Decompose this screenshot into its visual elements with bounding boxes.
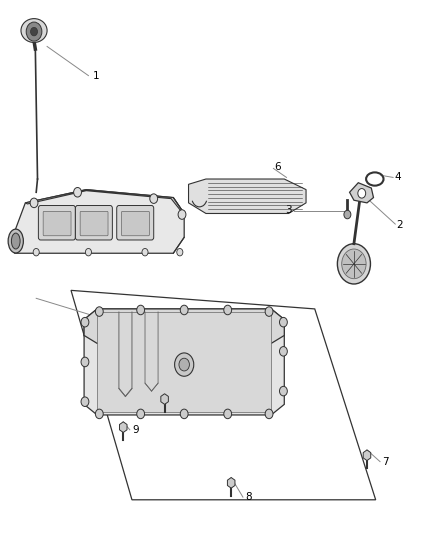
Circle shape <box>85 248 92 256</box>
Circle shape <box>337 244 371 284</box>
Circle shape <box>81 397 89 407</box>
Circle shape <box>265 409 273 419</box>
Circle shape <box>178 210 186 219</box>
Polygon shape <box>14 190 184 253</box>
Circle shape <box>279 317 287 327</box>
Circle shape <box>137 409 145 419</box>
FancyBboxPatch shape <box>80 212 108 236</box>
Circle shape <box>150 194 158 204</box>
Circle shape <box>95 409 103 419</box>
Text: 9: 9 <box>132 425 138 435</box>
FancyBboxPatch shape <box>43 212 71 236</box>
Circle shape <box>177 248 183 256</box>
Ellipse shape <box>11 233 20 249</box>
FancyBboxPatch shape <box>117 206 154 240</box>
Circle shape <box>137 305 145 315</box>
Circle shape <box>81 317 89 327</box>
Text: 3: 3 <box>286 205 292 215</box>
Text: 4: 4 <box>394 172 401 182</box>
Polygon shape <box>84 309 284 415</box>
Ellipse shape <box>21 19 47 43</box>
Circle shape <box>81 357 89 367</box>
Circle shape <box>179 358 189 371</box>
Polygon shape <box>350 183 374 203</box>
Circle shape <box>279 386 287 396</box>
Circle shape <box>33 248 39 256</box>
Circle shape <box>31 27 38 36</box>
FancyBboxPatch shape <box>75 206 113 240</box>
Circle shape <box>175 353 194 376</box>
Circle shape <box>142 248 148 256</box>
Circle shape <box>30 198 38 208</box>
Circle shape <box>224 305 232 315</box>
Polygon shape <box>84 309 284 343</box>
Text: 1: 1 <box>93 70 99 80</box>
Circle shape <box>342 249 366 279</box>
Circle shape <box>358 189 366 198</box>
Text: 11: 11 <box>221 399 234 409</box>
Circle shape <box>180 305 188 315</box>
FancyBboxPatch shape <box>121 212 149 236</box>
FancyBboxPatch shape <box>39 206 75 240</box>
Text: 2: 2 <box>396 220 403 230</box>
Circle shape <box>344 211 351 219</box>
Circle shape <box>279 346 287 356</box>
Circle shape <box>224 409 232 419</box>
Circle shape <box>180 409 188 419</box>
Polygon shape <box>97 312 271 413</box>
Polygon shape <box>188 179 306 214</box>
Text: 5: 5 <box>97 314 104 325</box>
Text: 10: 10 <box>180 397 193 407</box>
Text: 7: 7 <box>382 457 389 466</box>
Circle shape <box>74 188 81 197</box>
Ellipse shape <box>8 229 23 253</box>
Text: 8: 8 <box>245 492 252 502</box>
Circle shape <box>265 307 273 317</box>
Circle shape <box>26 22 42 41</box>
Circle shape <box>95 307 103 317</box>
Text: 6: 6 <box>275 162 281 172</box>
Polygon shape <box>25 190 184 215</box>
